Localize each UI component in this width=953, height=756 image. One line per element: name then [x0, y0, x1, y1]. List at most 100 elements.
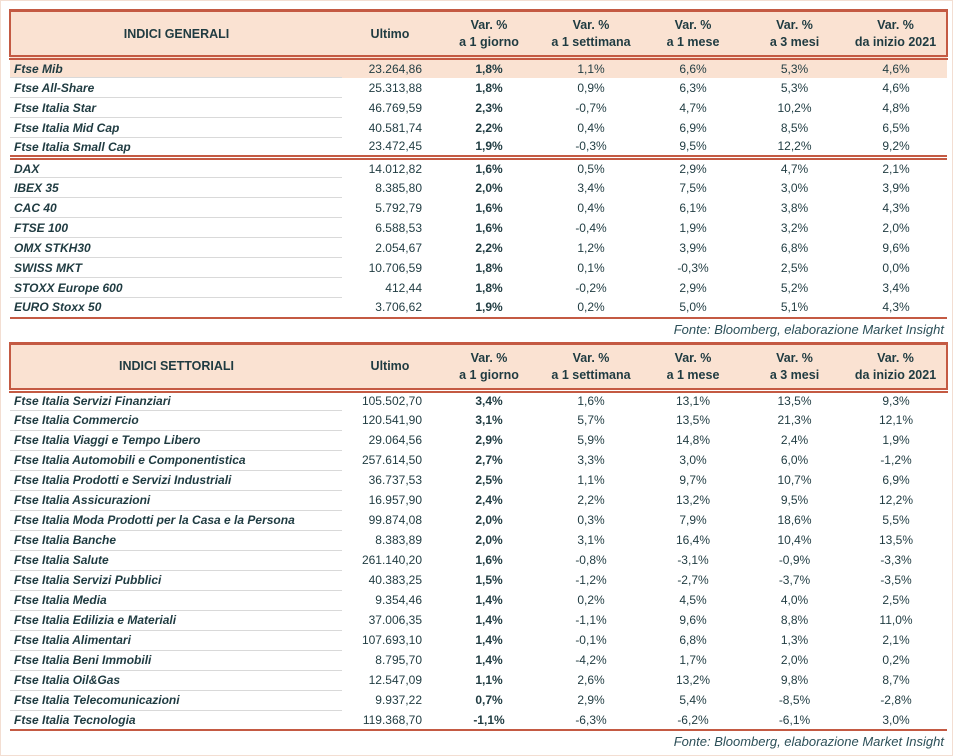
var-value: 4,7%	[780, 161, 809, 176]
var-value: -0,8%	[575, 553, 607, 567]
col-var-1settimana: Var. % a 1 settimana	[540, 9, 642, 60]
var-value: 1,9%	[679, 220, 707, 235]
table-row: Ftse Italia Banche 8.383,89 2,0% 3,1% 16,4% 1…	[10, 530, 947, 551]
table-row: Ftse Italia Small Cap 23.472,45 1,9% -0,3% 9…	[10, 137, 947, 160]
table-row: Ftse Italia Star 46.769,59 2,3% -0,7% 4,7% 10…	[10, 97, 947, 118]
var-value: 9,8%	[780, 673, 809, 687]
var-value: -1,2%	[575, 573, 607, 587]
table-row: Ftse Italia Salute 261.140,20 1,6% -0,8% -3,…	[10, 550, 947, 571]
table-row: Ftse Italia Assicurazioni 16.957,90 2,4% 2,…	[10, 490, 947, 511]
var-value: -2,8%	[880, 693, 912, 707]
table-row: Ftse Italia Servizi Pubblici 40.383,25 1,5…	[10, 570, 947, 591]
var-value: 1,4%	[475, 633, 503, 647]
var-value: 1,9%	[438, 297, 540, 319]
var-value: -0,3%	[540, 137, 642, 160]
var-value: 2,0%	[882, 220, 910, 235]
var-value: 9,3%	[882, 394, 910, 409]
index-name: Ftse Italia Beni Immobili	[10, 650, 342, 671]
var-value: 13,1%	[675, 394, 711, 409]
var-value: 6,6%	[642, 57, 744, 78]
index-name: Ftse Italia Alimentari	[10, 630, 342, 651]
table-row: Ftse Italia Automobili e Componentistica…	[10, 450, 947, 471]
var-value: 9,5%	[780, 493, 809, 507]
var-value: 13,2%	[675, 673, 711, 687]
var-value: -0,1%	[575, 633, 607, 647]
var-value: 6,5%	[882, 120, 910, 135]
index-name: Ftse Italia Commercio	[10, 410, 342, 431]
var-value: 0,1%	[577, 260, 605, 275]
var-value: 8,5%	[780, 120, 809, 135]
var-value: -2,7%	[677, 573, 709, 587]
var-value: 2,0%	[475, 533, 503, 547]
ultimo-value: 261.140,20	[361, 553, 422, 567]
var-value: 12,2%	[744, 137, 845, 160]
var-value: 1,9%	[438, 137, 540, 160]
var-value: 2,2%	[475, 120, 503, 135]
var-value: 1,4%	[475, 613, 503, 627]
index-name: Ftse Italia Telecomunicazioni	[10, 690, 342, 711]
table-row: IBEX 35 8.385,80 2,0% 3,4% 7,5% 3,0% 3,9%	[10, 177, 947, 198]
var-value: 9,5%	[642, 137, 744, 160]
var-value: 2,5%	[882, 593, 910, 607]
ultimo-value: 5.792,79	[375, 200, 422, 215]
var-value: 1,4%	[475, 653, 503, 667]
var-value: 2,9%	[679, 280, 707, 295]
index-name: Ftse Italia Star	[10, 97, 342, 118]
table-row: Ftse Italia Mid Cap 40.581,74 2,2% 0,4% 6,9%…	[10, 117, 947, 138]
var-value: 3,0%	[679, 453, 707, 467]
table-header-row: INDICI GENERALI Ultimo Var. % a 1 giorno …	[9, 9, 948, 60]
table-row: Ftse Italia Media 9.354,46 1,4% 0,2% 4,5% 4,0…	[10, 590, 947, 611]
index-name: Ftse Italia Banche	[10, 530, 342, 551]
ultimo-value: 119.368,70	[342, 710, 438, 731]
col-var-3mesi: Var. % a 3 mesi	[744, 9, 845, 60]
var-value: 3,0%	[780, 180, 809, 195]
var-value: 2,2%	[475, 240, 503, 255]
var-value: 1,1%	[540, 57, 642, 78]
var-value: 5,5%	[882, 513, 910, 527]
var-value: 13,2%	[675, 493, 711, 507]
ultimo-value: 40.383,25	[368, 573, 422, 587]
index-name: Ftse Italia Edilizia e Materiali	[10, 610, 342, 631]
index-name: CAC 40	[10, 197, 342, 218]
var-value: 3,9%	[882, 180, 910, 195]
var-value: 1,8%	[475, 260, 503, 275]
table-row: Ftse Italia Oil&Gas 12.547,09 1,1% 2,6% 13,2…	[10, 670, 947, 691]
index-name: Ftse Italia Mid Cap	[10, 117, 342, 138]
var-value: 13,5%	[675, 413, 711, 427]
var-value: 4,7%	[679, 100, 707, 115]
col-var-inizio2021: Var. % da inizio 2021	[845, 9, 948, 60]
var-value: -0,4%	[575, 220, 607, 235]
var-value: 0,4%	[577, 120, 605, 135]
var-value: 2,5%	[475, 473, 503, 487]
var-value: 1,8%	[475, 280, 503, 295]
var-value: 10,7%	[777, 473, 812, 487]
var-value: 1,9%	[882, 433, 910, 447]
index-name: Ftse Italia Assicurazioni	[10, 490, 342, 511]
index-name: Ftse Italia Media	[10, 590, 342, 611]
var-value: -1,2%	[880, 453, 912, 467]
var-value: 0,0%	[882, 260, 910, 275]
indici-settoriali-table: INDICI SETTORIALI Ultimo Var. % a 1 giorn…	[9, 341, 948, 731]
var-value: -3,5%	[880, 573, 912, 587]
var-value: 6,3%	[679, 80, 707, 95]
indici-generali-body: Ftse Mib 23.264,86 1,8% 1,1% 6,6% 5,3% 4,6% Fts…	[10, 57, 947, 319]
var-value: 6,8%	[780, 240, 809, 255]
var-value: 11,0%	[879, 613, 913, 627]
index-name: Ftse Italia Salute	[10, 550, 342, 571]
var-value: 6,8%	[679, 633, 707, 647]
var-value: 5,1%	[744, 297, 845, 319]
var-value: 2,1%	[882, 161, 910, 176]
index-name: IBEX 35	[10, 177, 342, 198]
var-value: 3,1%	[475, 413, 503, 427]
var-value: 16,4%	[675, 533, 711, 547]
col-var-1mese: Var. % a 1 mese	[642, 9, 744, 60]
col-var-1giorno: Var. % a 1 giorno	[438, 9, 540, 60]
var-value: 0,5%	[577, 161, 605, 176]
ultimo-value: 257.614,50	[361, 453, 422, 467]
index-name: Ftse Italia Tecnologia	[10, 710, 342, 731]
ultimo-value: 412,44	[385, 280, 422, 295]
var-value: 2,0%	[780, 653, 809, 667]
var-value: 2,3%	[475, 100, 503, 115]
var-value: 4,3%	[882, 200, 910, 215]
table-row: Ftse All-Share 25.313,88 1,8% 0,9% 6,3% 5,3% 4…	[10, 77, 947, 98]
